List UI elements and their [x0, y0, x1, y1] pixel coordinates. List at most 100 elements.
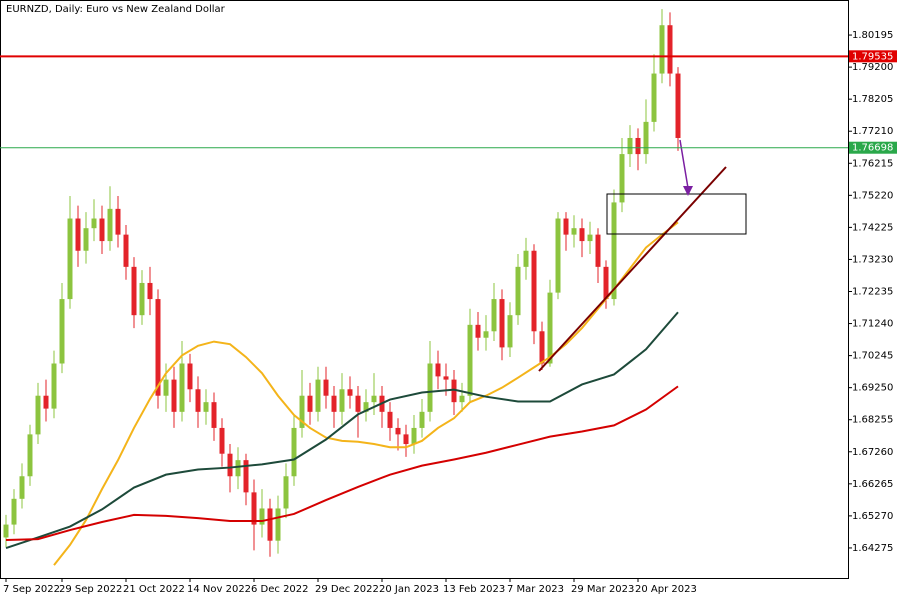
y-tick-label: 1.71240 — [852, 319, 893, 330]
price-label: 1.76698 — [852, 143, 893, 154]
y-tick-label: 1.65270 — [852, 511, 893, 522]
candle-body — [291, 427, 297, 477]
y-tick-label: 1.73230 — [852, 254, 893, 265]
candle-body — [107, 208, 113, 242]
candle-body — [187, 363, 193, 390]
candle-body — [227, 453, 233, 477]
candle-body — [459, 395, 465, 403]
candle-body — [419, 411, 425, 428]
candle-body — [627, 137, 633, 155]
candle-body — [659, 25, 665, 74]
candle-body — [115, 208, 121, 235]
y-tick-label: 1.64275 — [852, 543, 893, 554]
candle-body — [219, 427, 225, 454]
candle-body — [315, 379, 321, 412]
candle-body — [403, 434, 409, 445]
candle-body — [43, 395, 49, 409]
candle-body — [435, 363, 441, 377]
arrow — [679, 139, 689, 189]
price-label-box — [849, 141, 897, 154]
candle-body — [283, 476, 289, 509]
x-tick-label: 7 Mar 2023 — [507, 584, 564, 595]
candle-body — [267, 508, 273, 541]
candle-body — [331, 395, 337, 412]
candle-body — [571, 228, 577, 235]
y-tick-label: 1.72235 — [852, 286, 893, 297]
candle-body — [427, 363, 433, 412]
candle-body — [499, 299, 505, 348]
y-tick-label: 1.67260 — [852, 447, 893, 458]
candle-body — [547, 292, 553, 364]
candle-body — [51, 363, 57, 409]
moving-average — [5, 385, 679, 542]
candle-body — [675, 73, 681, 138]
candle-body — [387, 411, 393, 428]
candle-body — [83, 228, 89, 251]
candle-body — [579, 228, 585, 242]
candle-body — [171, 379, 177, 412]
candle-body — [147, 282, 153, 300]
x-tick-label: 20 Apr 2023 — [635, 584, 697, 595]
candle-body — [195, 389, 201, 412]
y-tick-label: 1.76215 — [852, 158, 893, 169]
y-tick-label: 1.79200 — [852, 62, 893, 73]
candle-body — [347, 389, 353, 396]
candle-body — [467, 324, 473, 396]
x-tick-label: 20 Jan 2023 — [379, 584, 439, 595]
y-tick-label: 1.77210 — [852, 126, 893, 137]
candle-body — [235, 460, 241, 477]
y-tick-label: 1.80195 — [852, 30, 893, 41]
candle-body — [539, 331, 545, 364]
candle-body — [555, 218, 561, 293]
candle-body — [259, 508, 265, 525]
candle-body — [643, 121, 649, 155]
candle-body — [339, 389, 345, 412]
x-tick-label: 14 Nov 2022 — [187, 584, 251, 595]
x-tick-label: 6 Dec 2022 — [251, 584, 309, 595]
x-tick-label: 21 Oct 2022 — [123, 584, 185, 595]
candle-body — [91, 218, 97, 229]
candle-body — [371, 395, 377, 403]
candle-body — [507, 315, 513, 348]
candle-body — [243, 460, 249, 493]
zone-box — [606, 193, 747, 235]
candle-body — [651, 73, 657, 122]
chart-title: EURNZD, Daily: Euro vs New Zealand Dolla… — [6, 4, 226, 15]
moving-average — [5, 311, 679, 550]
candle-body — [131, 266, 137, 316]
candle-body — [275, 508, 281, 541]
candle-body — [483, 331, 489, 338]
candle-body — [475, 324, 481, 338]
candle-body — [491, 299, 497, 332]
candle-body — [211, 402, 217, 428]
candle-body — [99, 218, 105, 242]
candle-body — [515, 266, 521, 316]
candle-body — [443, 376, 449, 380]
candle-body — [299, 395, 305, 428]
candle-body — [3, 524, 9, 538]
y-tick-label: 1.78205 — [852, 94, 893, 105]
arrow-head — [683, 186, 693, 196]
x-tick-label: 29 Dec 2022 — [315, 584, 379, 595]
x-tick-label: 29 Sep 2022 — [59, 584, 122, 595]
candle-body — [67, 218, 73, 300]
y-tick-label: 1.74225 — [852, 222, 893, 233]
candle-body — [203, 402, 209, 412]
candle-body — [75, 218, 81, 251]
candle-body — [35, 395, 41, 435]
candle-body — [563, 218, 569, 235]
x-tick-label: 29 Mar 2023 — [571, 584, 634, 595]
candle-body — [411, 427, 417, 445]
y-tick-label: 1.66265 — [852, 479, 893, 490]
x-tick-label: 13 Feb 2023 — [443, 584, 505, 595]
candle-body — [667, 25, 673, 74]
x-tick-label: 7 Sep 2022 — [3, 584, 60, 595]
candle-body — [587, 234, 593, 242]
candle-body — [531, 250, 537, 332]
candle-body — [611, 202, 617, 300]
candle-body — [307, 395, 313, 412]
candle-body — [155, 299, 161, 396]
candle-body — [635, 137, 641, 155]
candle-body — [523, 250, 529, 267]
moving-average — [53, 221, 679, 566]
